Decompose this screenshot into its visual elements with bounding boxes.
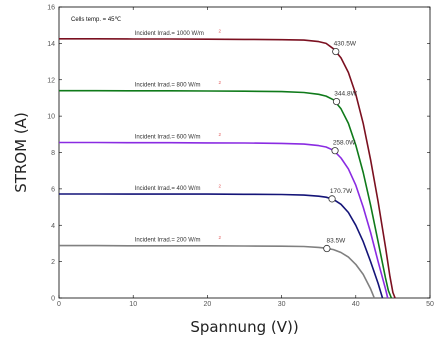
- iv-curve-3: [59, 193, 384, 299]
- iv-curve-4: [59, 244, 376, 299]
- series-label-superscript: 2: [219, 28, 222, 33]
- mpp-marker: [332, 97, 341, 106]
- series-label-superscript: 2: [219, 183, 222, 188]
- cell-temperature-note: Cells temp. = 45℃: [71, 17, 122, 23]
- plot-frame: [58, 6, 431, 299]
- series-label: Incident Irrad.= 400 W/m: [135, 186, 201, 192]
- x-tick-label: 0: [57, 301, 61, 308]
- iv-curve-1: [59, 89, 393, 299]
- series-label: Incident Irrad.= 1000 W/m: [135, 31, 204, 37]
- iv-curve-2: [59, 141, 389, 299]
- y-tick-label: 14: [47, 41, 55, 48]
- mpp-marker: [328, 195, 336, 203]
- y-tick-label: 10: [47, 114, 55, 121]
- y-tick-label: 4: [51, 223, 55, 230]
- x-tick-label: 10: [129, 301, 137, 308]
- y-tick-label: 16: [47, 5, 55, 12]
- mpp-power-label: 344.8W: [334, 91, 357, 98]
- series-label-superscript: 2: [219, 132, 222, 137]
- x-tick-label: 20: [204, 301, 212, 308]
- series-label-superscript: 2: [219, 235, 222, 240]
- y-tick-label: 8: [51, 150, 55, 157]
- mpp-power-label: 83.5W: [326, 238, 346, 245]
- mpp-marker: [323, 244, 331, 253]
- y-tick-label: 2: [51, 259, 55, 266]
- series-label: Incident Irrad.= 600 W/m: [135, 134, 201, 140]
- y-axis-title: STROM (A): [12, 112, 30, 193]
- mpp-marker: [331, 147, 339, 155]
- series-label: Incident Irrad.= 800 W/m: [135, 83, 201, 89]
- y-tick-label: 0: [51, 296, 55, 303]
- mpp-marker: [332, 47, 340, 56]
- series-label-superscript: 2: [219, 80, 222, 85]
- x-tick-label: 30: [278, 301, 286, 308]
- mpp-power-label: 170.7W: [330, 188, 353, 195]
- series-label: Incident Irrad.= 200 W/m: [135, 238, 201, 244]
- y-tick-label: 12: [47, 77, 55, 84]
- iv-curve-0: [59, 38, 396, 299]
- x-axis-title: Spannung (V)): [190, 318, 298, 336]
- x-tick-label: 40: [352, 301, 360, 308]
- mpp-power-label: 258.0W: [333, 140, 356, 147]
- y-tick-label: 6: [51, 186, 55, 193]
- mpp-power-label: 430.5W: [334, 41, 357, 48]
- x-tick-label: 50: [426, 301, 434, 308]
